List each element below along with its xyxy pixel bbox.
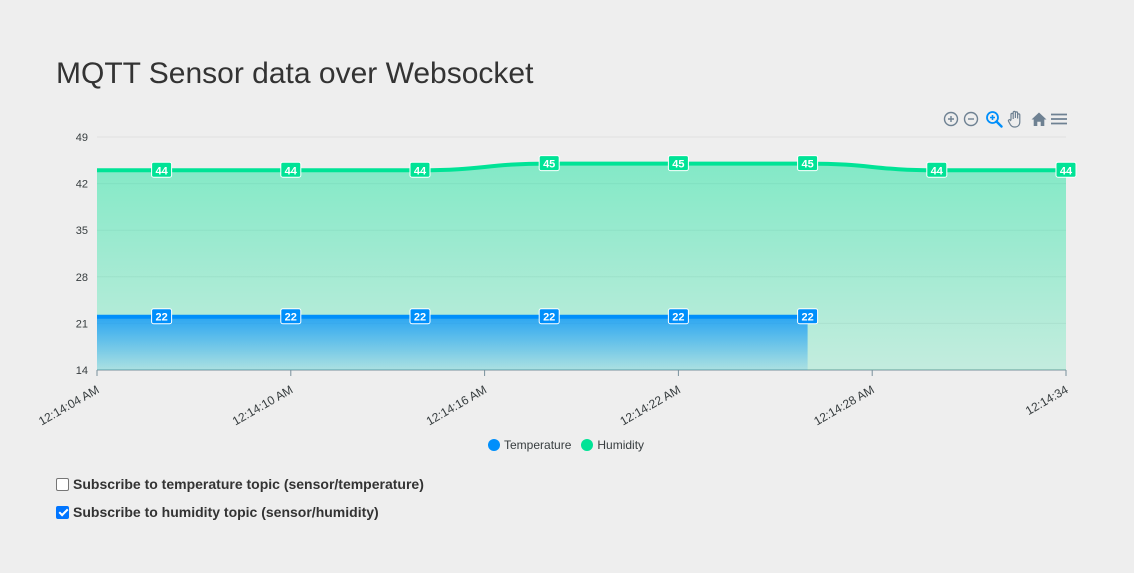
zoom-in-icon[interactable]: [940, 108, 962, 130]
y-tick-label: 14: [76, 365, 88, 377]
humidity-data-label: 44: [414, 165, 427, 177]
x-tick-label: 12:14:04 AM: [36, 382, 101, 428]
temperature-data-label-box: [667, 308, 689, 325]
y-tick-label: 49: [76, 132, 88, 144]
temperature-data-label-box: [797, 308, 819, 325]
humidity-data-label: 45: [543, 159, 555, 171]
humidity-data-label: 45: [801, 159, 813, 171]
zoom-out-icon[interactable]: [960, 108, 982, 130]
subscribe-humidity-checkbox[interactable]: [56, 505, 69, 519]
x-tick-label: 12:14:10 AM: [230, 382, 295, 428]
subscribe-humidity-row: Subscribe to humidity topic (sensor/humi…: [56, 504, 379, 520]
y-tick-label: 35: [76, 225, 88, 237]
temperature-data-label: 22: [414, 312, 426, 324]
temperature-data-label-box: [151, 308, 173, 325]
temperature-data-label-box: [538, 308, 560, 325]
humidity-data-label-box: [926, 161, 948, 178]
temperature-data-label-box: [409, 308, 431, 325]
humidity-data-label-box: [409, 161, 431, 178]
humidity-data-label: 44: [1060, 165, 1073, 177]
legend-marker-temperature: [488, 439, 500, 451]
temperature-data-label: 22: [672, 312, 684, 324]
y-tick-label: 28: [76, 272, 88, 284]
legend-item-temperature[interactable]: Temperature: [488, 438, 571, 452]
y-tick-label: 42: [76, 179, 88, 191]
page-title: MQTT Sensor data over Websocket: [56, 57, 534, 90]
temperature-data-label-box: [280, 308, 302, 325]
subscribe-temperature-row: Subscribe to temperature topic (sensor/t…: [56, 476, 424, 492]
home-reset-icon[interactable]: [1028, 108, 1050, 130]
humidity-data-label-box: [797, 155, 819, 172]
x-tick-label: 12:14:16 AM: [424, 382, 489, 428]
humidity-data-label: 45: [672, 159, 684, 171]
humidity-data-label: 44: [931, 165, 944, 177]
temperature-data-label: 22: [801, 312, 813, 324]
chart-legend: Temperature Humidity: [488, 438, 644, 452]
temperature-data-label: 22: [543, 312, 555, 324]
humidity-data-label-box: [1055, 161, 1077, 178]
x-tick-label: 12:14:22 AM: [618, 382, 683, 428]
humidity-data-label-box: [151, 161, 173, 178]
subscribe-temperature-checkbox[interactable]: [56, 477, 69, 491]
area-chart: 14 21 28 35 42 49 12:14:04 AM 12:14:10 AM 12:14:…: [36, 132, 1077, 428]
humidity-data-label-box: [667, 155, 689, 172]
selection-zoom-icon[interactable]: [983, 108, 1005, 130]
y-tick-label: 21: [76, 318, 88, 330]
temperature-area: [97, 316, 808, 370]
temperature-data-label: 22: [285, 312, 297, 324]
subscribe-temperature-label[interactable]: Subscribe to temperature topic (sensor/t…: [73, 476, 424, 492]
subscribe-humidity-label[interactable]: Subscribe to humidity topic (sensor/humi…: [73, 504, 379, 520]
humidity-data-label: 44: [285, 165, 298, 177]
legend-label-temperature: Temperature: [504, 438, 572, 452]
legend-marker-humidity: [581, 439, 594, 451]
humidity-data-label: 44: [155, 165, 168, 177]
x-tick-label: 12:14:28 AM: [811, 382, 876, 428]
menu-icon[interactable]: [1048, 108, 1070, 130]
x-tick-label: 12:14:34: [1023, 382, 1071, 418]
humidity-data-label-box: [538, 155, 560, 172]
legend-item-humidity[interactable]: Humidity: [581, 438, 644, 452]
humidity-data-label-box: [280, 161, 302, 178]
temperature-data-label: 22: [155, 312, 167, 324]
pan-hand-icon[interactable]: [1004, 108, 1026, 130]
legend-label-humidity: Humidity: [597, 438, 645, 452]
